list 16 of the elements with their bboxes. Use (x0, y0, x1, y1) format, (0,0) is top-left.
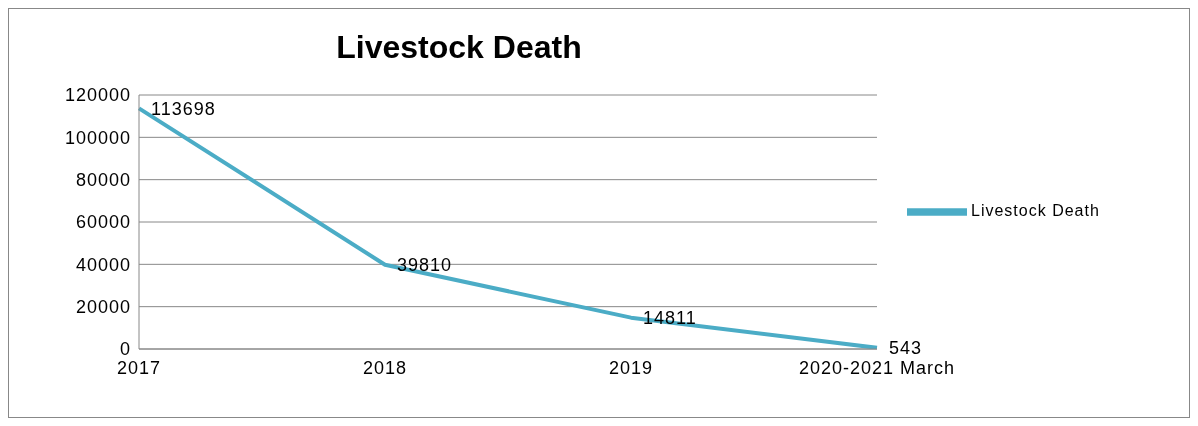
data-label: 543 (889, 338, 923, 359)
data-label: 39810 (397, 255, 453, 276)
x-tick-label: 2017 (116, 357, 162, 378)
x-tick-label: 2019 (608, 357, 654, 378)
y-tick-label: 0 (119, 339, 131, 360)
legend-label: Livestock Death (971, 202, 1100, 220)
y-tick-label: 120000 (64, 85, 131, 106)
y-tick-label: 100000 (64, 127, 131, 148)
x-tick-label: 2020-2021 March (798, 357, 956, 378)
data-label: 113698 (151, 98, 216, 119)
y-tick-label: 40000 (75, 254, 131, 275)
chart-title: Livestock Death (335, 29, 583, 66)
y-tick-label: 20000 (75, 297, 131, 318)
x-tick-label: 2018 (362, 357, 408, 378)
y-tick-label: 60000 (75, 212, 131, 233)
y-tick-label: 80000 (75, 170, 131, 191)
